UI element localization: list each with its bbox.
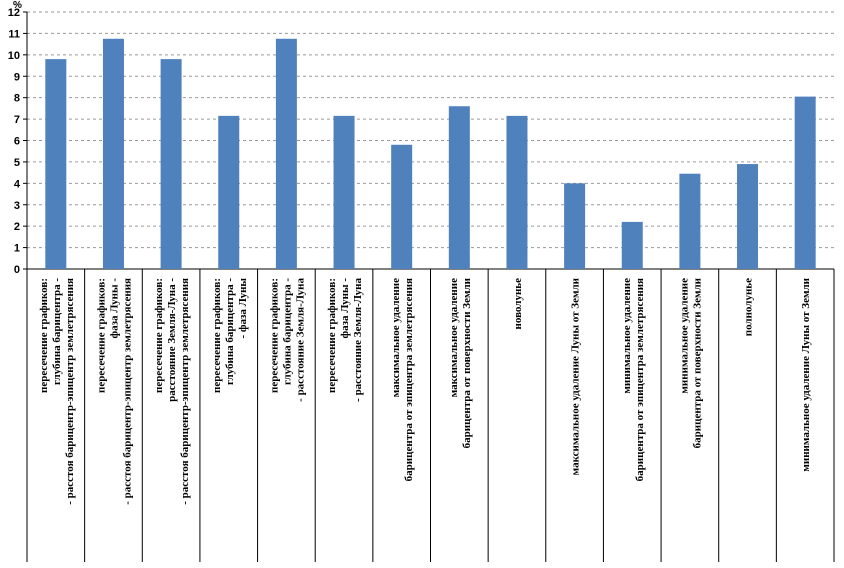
category-label-line: глубина барицентра -: [224, 278, 236, 385]
category-label: полнолунье: [743, 278, 755, 336]
y-tick-label: 5: [14, 157, 20, 169]
bar: [391, 144, 413, 269]
category-label: пересечение графиков: глубина барицентра …: [38, 278, 76, 505]
bar: [448, 106, 470, 269]
category-label-line: полнолунье: [743, 278, 755, 336]
category-label: максимальное удаление барицентра от эпице…: [390, 278, 415, 481]
category-label-line: пересечение графиков:: [326, 278, 338, 393]
category-label-line: пересечение графиков:: [268, 278, 280, 393]
bar: [794, 96, 816, 270]
category-label: минимальное удаление Луны от Земли: [800, 277, 812, 471]
category-label: пересечение графиков: фаза Луны -- рассто…: [95, 278, 133, 505]
category-label-line: пересечение графиков:: [38, 278, 50, 393]
y-tick-label: 1: [14, 243, 20, 255]
category-label-line: барицентра от эпицентра землетрясения: [403, 278, 415, 481]
bars: [45, 38, 816, 270]
bar: [737, 164, 759, 269]
y-tick-label: 9: [14, 71, 20, 83]
category-label-line: барицентра от эпицентра землетрясения: [634, 278, 646, 481]
y-tick-label: 8: [14, 93, 20, 105]
gridlines: [27, 11, 834, 249]
category-label-line: барицентра от поверхности Земли: [461, 277, 473, 448]
category-label-line: расстояние Земля-Луна -: [166, 278, 178, 402]
category-label-line: - расстоя барицентр-эпицентр землетрясен…: [179, 278, 191, 505]
y-tick-label: 6: [14, 136, 20, 148]
category-label-line: - расстояние Земля-Луна: [294, 278, 306, 402]
category-label: минимальное удаление барицентра от поверх…: [678, 277, 703, 448]
category-label-line: - фаза Луны: [237, 278, 249, 339]
bar: [275, 38, 297, 270]
bar: [564, 183, 586, 269]
category-label-line: минимальное удаление: [678, 278, 690, 394]
category-label-line: барицентра от поверхности Земли: [691, 277, 703, 448]
category-label: пересечение графиков: расстояние Земля-Лу…: [153, 278, 191, 505]
category-label: пересечение графиков: фаза Луны -- рассто…: [326, 278, 364, 402]
category-label-line: пересечение графиков:: [153, 278, 165, 393]
y-axis-unit: %: [13, 0, 22, 11]
bar: [621, 221, 643, 269]
category-label: пересечение графиков: глубина барицентра …: [211, 278, 249, 393]
category-label-line: максимальное удаление Луны от Земли: [570, 277, 582, 475]
category-label: минимальное удаление барицентра от эпицен…: [621, 278, 646, 481]
category-label-line: пересечение графиков:: [211, 278, 223, 393]
category-label: пересечение графиков: глубина барицентра …: [268, 278, 306, 402]
y-tick-label: 10: [8, 50, 20, 62]
category-label-line: - расстоя барицентр-эпицентр землетрясен…: [64, 278, 76, 505]
category-label-line: - расстояние Земля-Луна: [352, 278, 364, 402]
y-tick-label: 7: [14, 114, 20, 126]
bar: [679, 173, 701, 269]
bar: [102, 38, 124, 270]
category-label-line: новолунье: [512, 278, 524, 330]
category-label-line: пересечение графиков:: [95, 278, 107, 393]
y-tick-label: 0: [14, 264, 20, 276]
category-label: новолунье: [512, 278, 524, 330]
y-tick-label: 11: [8, 28, 20, 40]
category-label-line: максимальное удаление: [448, 278, 460, 397]
category-label-line: фаза Луны -: [339, 278, 351, 339]
category-label-line: минимальное удаление Луны от Земли: [800, 277, 812, 471]
category-label-line: фаза Луны -: [108, 278, 120, 339]
bar: [218, 115, 240, 269]
category-label-line: минимальное удаление: [621, 278, 633, 394]
category-label-line: максимальное удаление: [390, 278, 402, 397]
bar: [333, 115, 355, 269]
bar: [506, 115, 528, 269]
bar: [45, 59, 67, 269]
y-tick-label: 3: [14, 200, 20, 212]
y-tick-label: 2: [14, 221, 20, 233]
y-tick-label: 4: [14, 178, 21, 190]
category-label-line: глубина барицентра -: [51, 278, 63, 385]
category-label: максимальное удаление барицентра от повер…: [448, 277, 473, 448]
category-label: максимальное удаление Луны от Земли: [570, 277, 582, 475]
y-tick-label: 12: [8, 7, 20, 19]
category-label-line: глубина барицентра -: [281, 278, 293, 385]
category-label-line: - расстоя барицентр-эпицентр землетрясен…: [121, 278, 133, 505]
category-labels: пересечение графиков: глубина барицентра …: [38, 277, 812, 504]
bar: [160, 59, 182, 269]
